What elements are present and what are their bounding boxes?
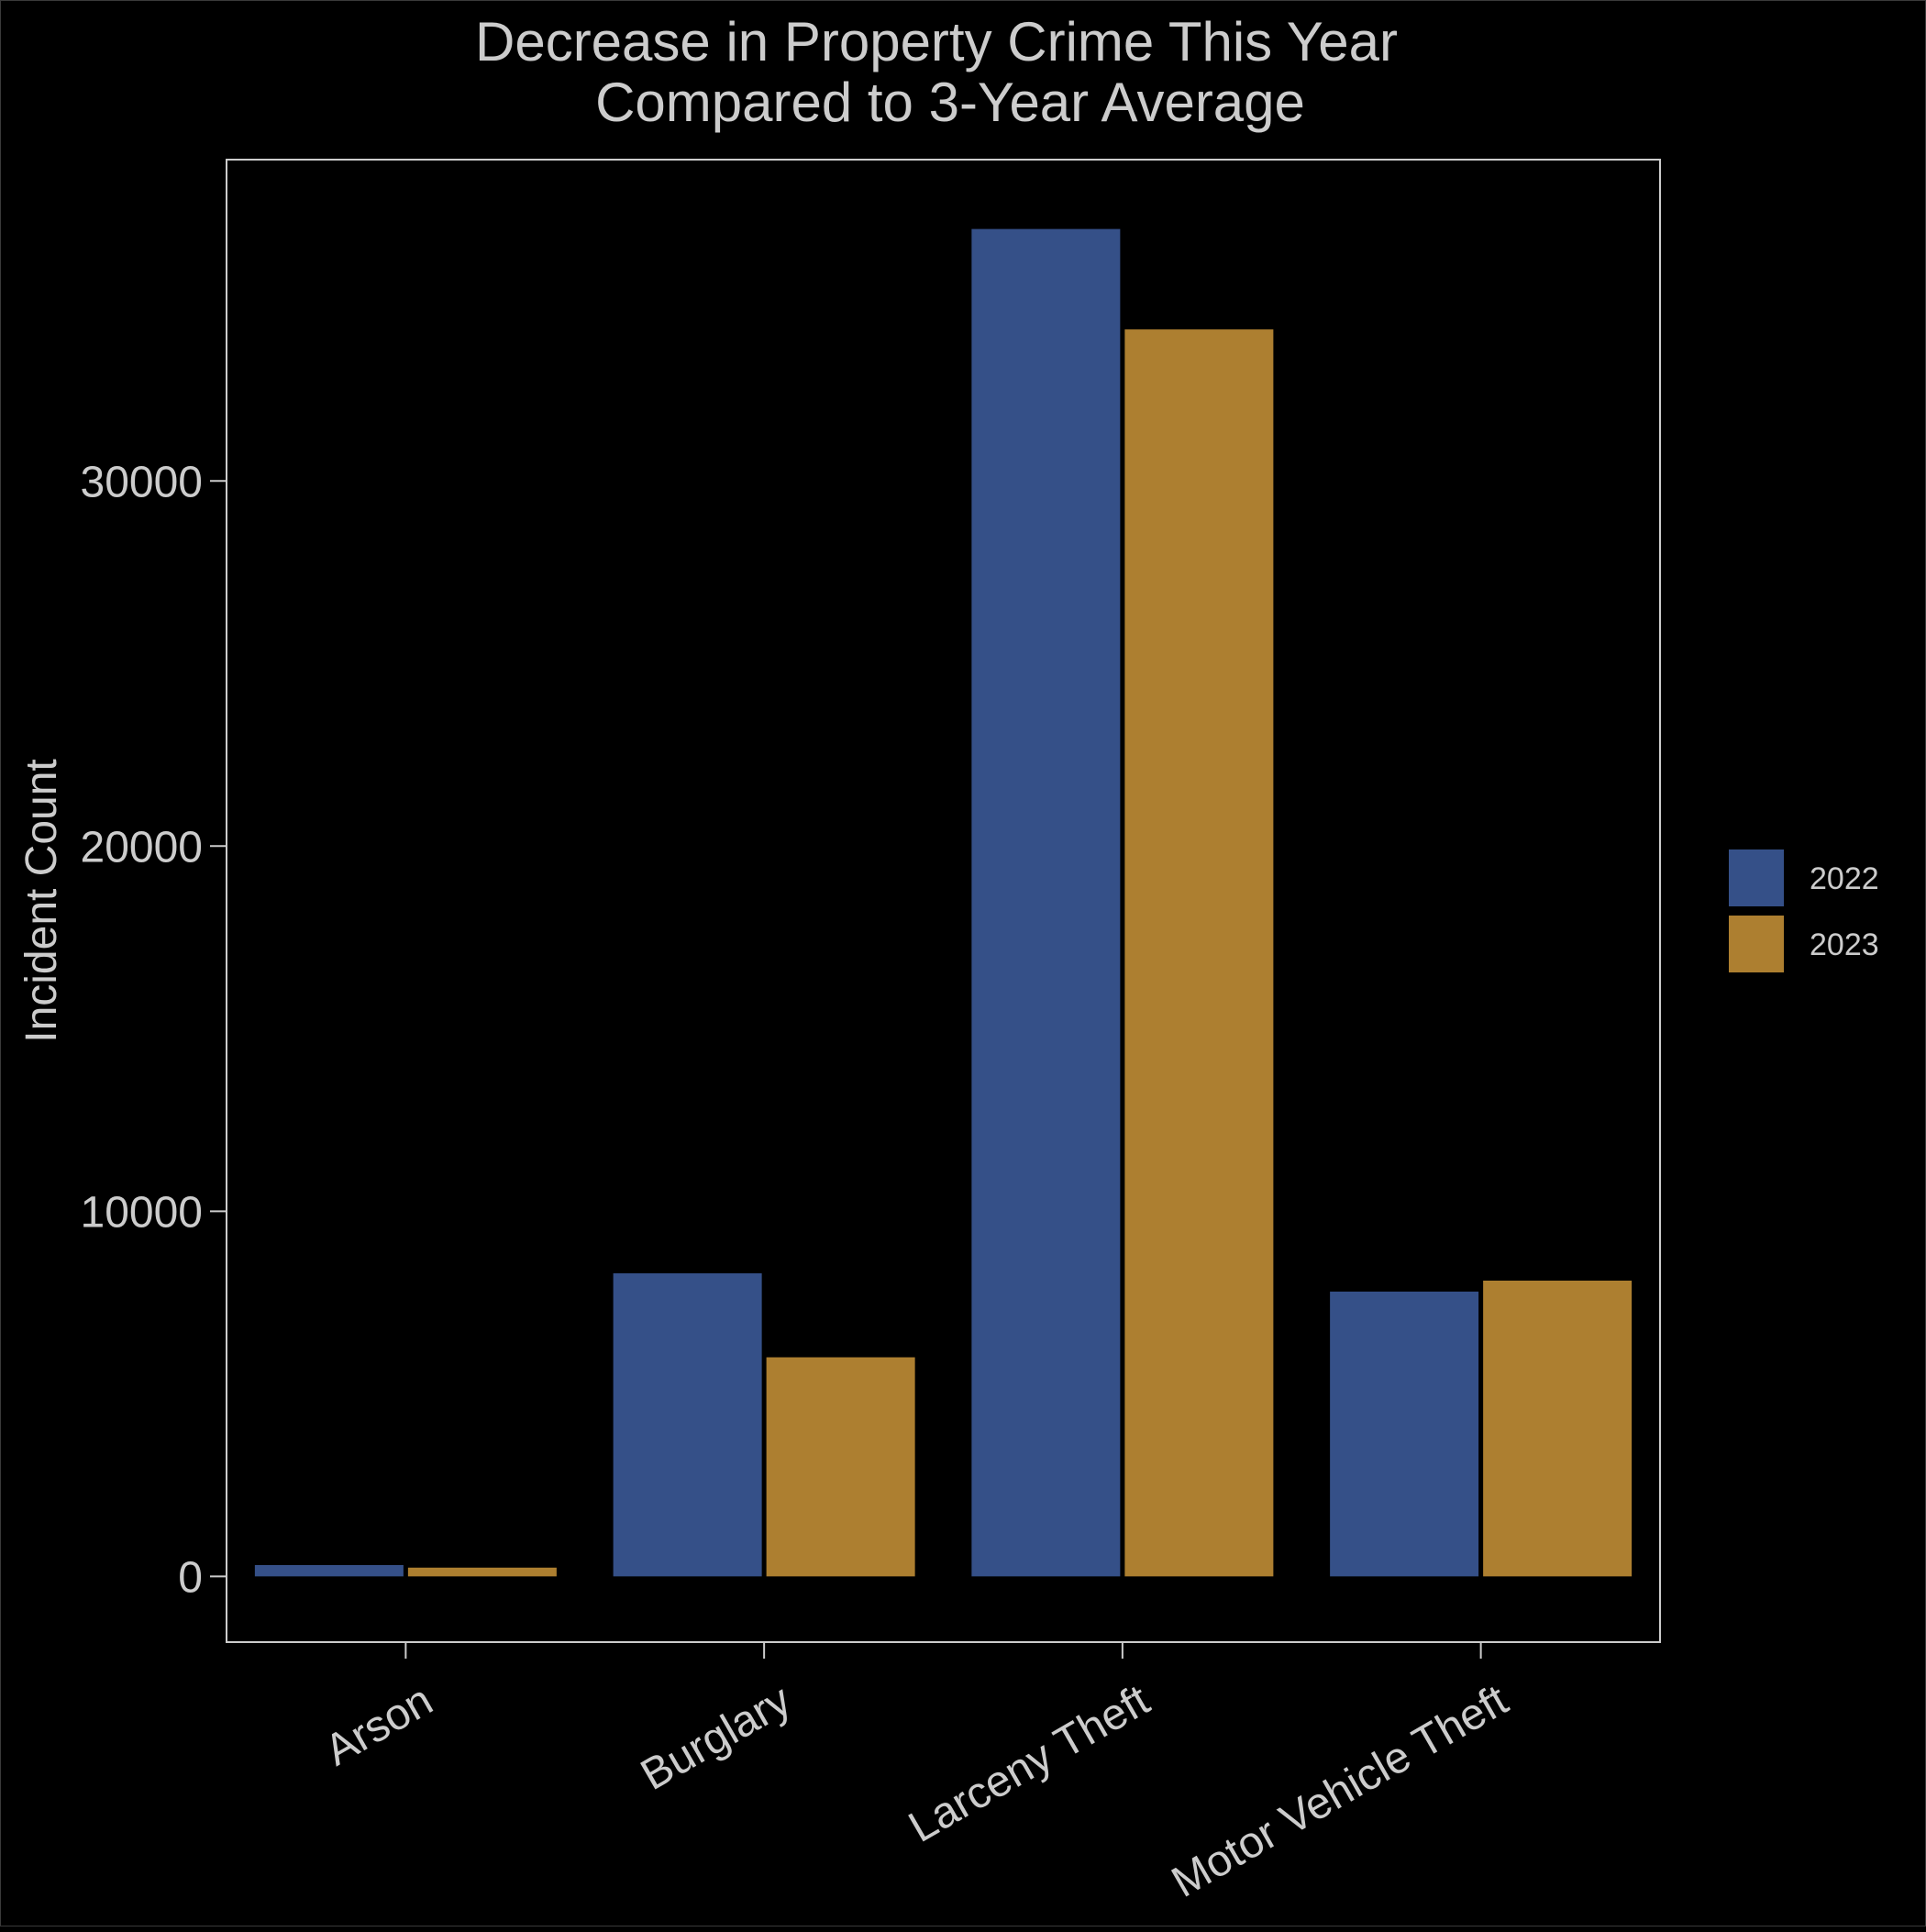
legend-label: 2023: [1810, 927, 1879, 962]
y-axis-label: Incident Count: [17, 759, 66, 1043]
chart-title: Decrease in Property Crime This Year Com…: [475, 11, 1398, 133]
x-tick-label: Burglary: [633, 1676, 799, 1800]
plot-panel: [226, 159, 1661, 1643]
legend-item-2023: 2023: [1729, 916, 1879, 972]
x-axis: Arson Burglary Larceny Theft Motor Vehicle …: [317, 1642, 1516, 1907]
legend-swatch: [1729, 916, 1784, 972]
chart-title-line-2: Compared to 3-Year Average: [595, 72, 1305, 133]
bar-2023-motor-vehicle-theft: [1483, 1280, 1633, 1577]
bar-series-group: [254, 228, 1633, 1577]
bar-series-2022: [254, 228, 1479, 1577]
y-tick-label: 0: [178, 1553, 203, 1602]
legend: 2022 2023: [1729, 849, 1879, 972]
legend-label: 2022: [1810, 861, 1879, 896]
bar-2022-motor-vehicle-theft: [1330, 1291, 1479, 1577]
legend-item-2022: 2022: [1729, 849, 1879, 906]
bar-2023-larceny-theft: [1124, 329, 1274, 1577]
y-axis: 0 10000 20000 30000: [81, 458, 227, 1602]
bar-2022-arson: [254, 1565, 404, 1577]
y-tick-label: 10000: [81, 1188, 203, 1237]
bar-2023-burglary: [766, 1357, 915, 1577]
bar-2023-arson: [407, 1567, 557, 1577]
x-tick-label: Arson: [317, 1676, 441, 1776]
legend-swatch: [1729, 849, 1784, 906]
bar-2022-larceny-theft: [971, 228, 1121, 1577]
bar-series-2023: [407, 329, 1633, 1577]
x-tick-label: Motor Vehicle Theft: [1164, 1676, 1516, 1907]
y-tick-label: 30000: [81, 458, 203, 506]
chart-title-line-1: Decrease in Property Crime This Year: [475, 11, 1398, 72]
x-tick-label: Larceny Theft: [901, 1676, 1157, 1852]
bar-2022-burglary: [613, 1272, 762, 1577]
y-tick-label: 20000: [81, 823, 203, 872]
